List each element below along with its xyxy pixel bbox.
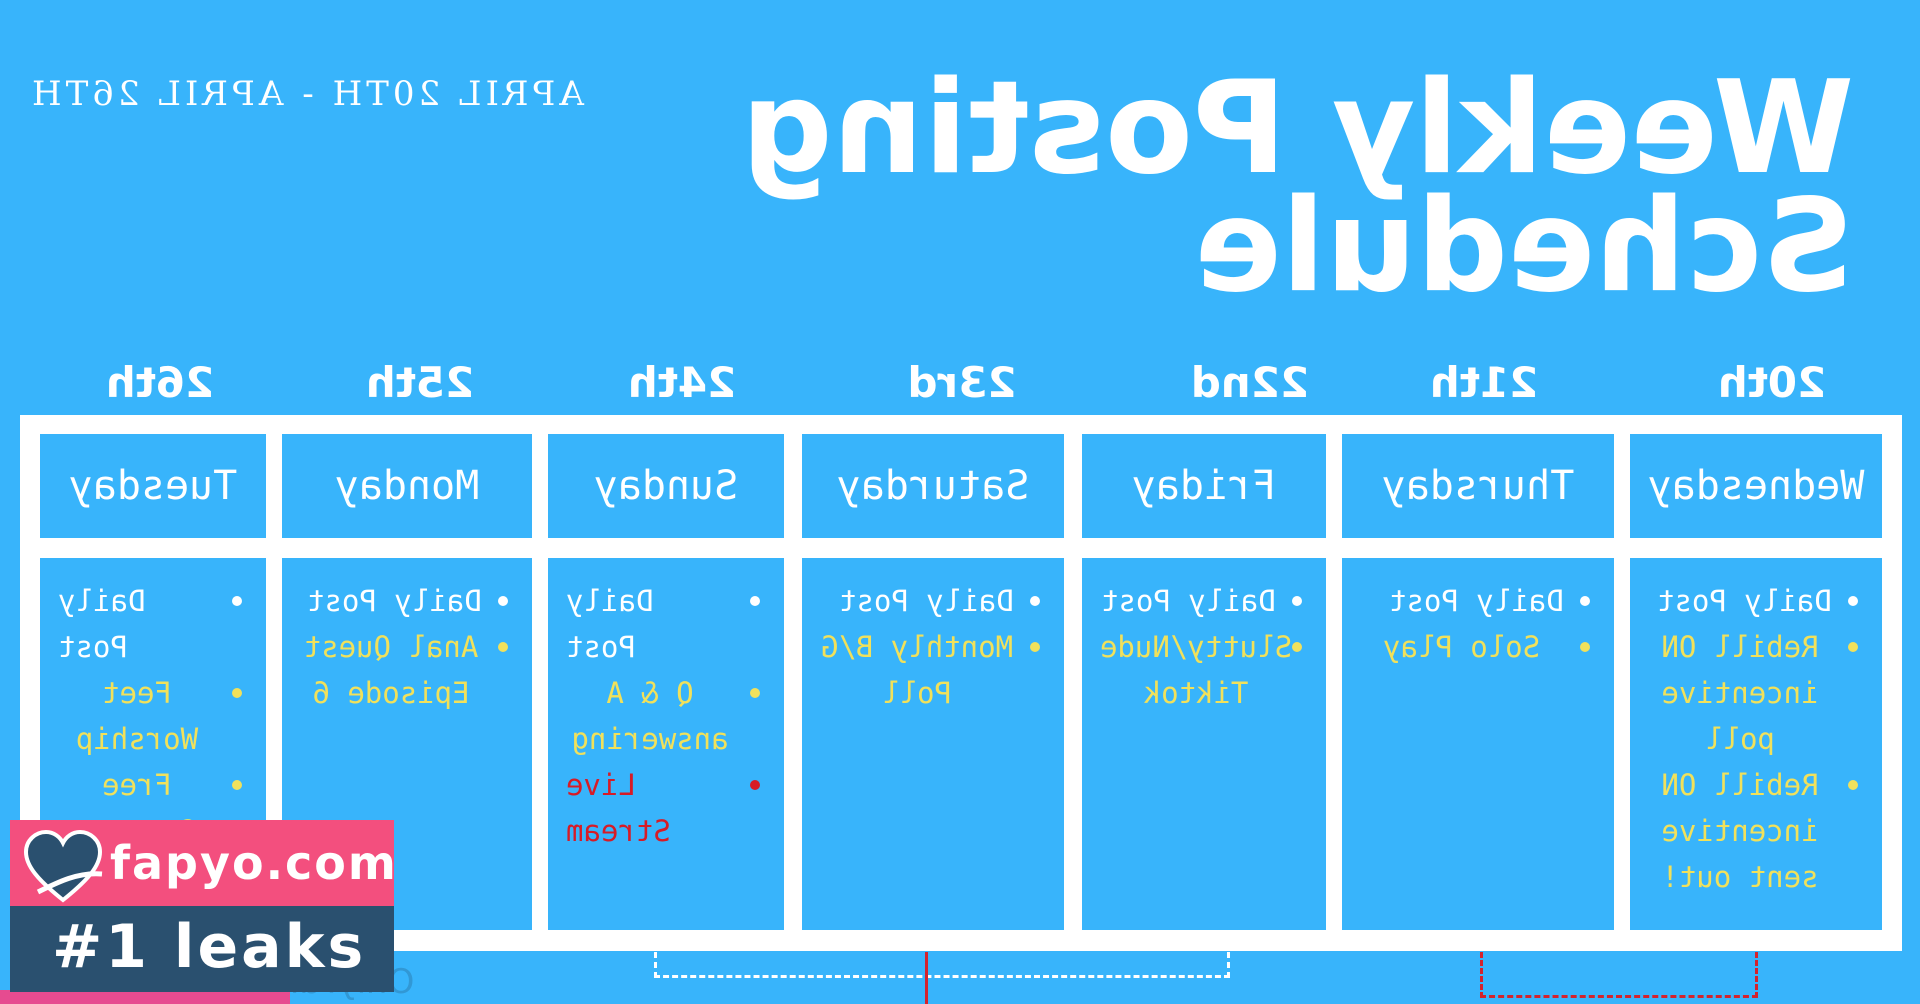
date-friday: 22nd	[1190, 358, 1310, 407]
post-item: Daily Post	[566, 578, 760, 670]
post-item-text: Rebill ON incentive sent out!	[1661, 768, 1819, 894]
post-list: Daily Post Monthly B/G Poll	[802, 558, 1064, 716]
post-item: Rebill ON incentive poll	[1648, 624, 1858, 762]
post-item-text: Rebill ON incentive poll	[1661, 630, 1819, 756]
post-item-text: Daily Post	[58, 584, 146, 664]
post-item: Slutty/Nude Tiktok	[1100, 624, 1302, 716]
post-item: Daily Post	[1100, 578, 1302, 624]
day-name: Saturday	[836, 463, 1030, 509]
day-header-friday: Friday	[1082, 434, 1326, 538]
post-item-text: Daily Post	[1101, 584, 1276, 618]
day-header-thursday: Thursday	[1342, 434, 1614, 538]
page-title: Weekly Posting Schedule	[741, 54, 1854, 321]
post-item: Free Contest	[58, 762, 242, 854]
post-item-text: Monthly B/G Poll	[820, 630, 1014, 710]
post-item: Daily Post	[1360, 578, 1590, 624]
post-list: Daily Post Slutty/Nude Tiktok	[1082, 558, 1326, 716]
brand-site-name[interactable]: fapyo.com	[110, 836, 398, 890]
day-header-monday: Monday	[282, 434, 532, 538]
dashed-bracket-white	[654, 952, 1230, 978]
day-header-wednesday: Wednesday	[1630, 434, 1882, 538]
post-item-text: Daily Post	[307, 584, 482, 618]
heart-logo-icon	[23, 829, 103, 903]
post-item: Live Stream	[566, 762, 760, 854]
date-saturday: 23rd	[907, 358, 1017, 407]
post-item-text: Daily Post	[566, 584, 654, 664]
day-header-saturday: Saturday	[802, 434, 1064, 538]
post-item: Daily Post	[58, 578, 242, 670]
day-name: Sunday	[593, 463, 739, 509]
date-thursday: 21th	[1429, 358, 1539, 407]
post-item-text: Solo Play	[1383, 630, 1541, 664]
day-name: Wednesday	[1647, 463, 1865, 509]
post-item-text: Daily Post	[1389, 584, 1564, 618]
post-list: Daily Post Solo Play	[1342, 558, 1614, 670]
date-monday: 25th	[365, 358, 475, 407]
day-body-friday: Daily Post Slutty/Nude Tiktok	[1082, 558, 1326, 930]
post-list: Daily Post Anal Quest Episode 6	[282, 558, 532, 716]
day-body-saturday: Daily Post Monthly B/G Poll	[802, 558, 1064, 930]
date-wednesday: 20th	[1717, 358, 1827, 407]
post-item: Daily Post	[1648, 578, 1858, 624]
post-item-text: Slutty/Nude Tiktok	[1100, 630, 1293, 710]
day-body-wednesday: Daily Post Rebill ON incentive poll Rebill…	[1630, 558, 1882, 930]
day-name: Tuesday	[68, 463, 238, 509]
post-item-text: Live Stream	[566, 768, 671, 848]
post-item: Monthly B/G Poll	[820, 624, 1040, 716]
title-line-2: Schedule	[1194, 172, 1854, 321]
day-body-thursday: Daily Post Solo Play	[1342, 558, 1614, 930]
day-name: Friday	[1131, 463, 1277, 509]
date-sunday: 24th	[627, 358, 737, 407]
day-body-sunday: Daily Post Q & A answering Live Stream	[548, 558, 784, 930]
post-item-text: Feet Worship	[75, 676, 199, 756]
post-item-text: Daily Post	[839, 584, 1014, 618]
watermark-strip	[0, 990, 290, 1004]
post-list: Daily Post Q & A answering Live Stream	[548, 558, 784, 854]
post-item: Rebill ON incentive sent out!	[1648, 762, 1858, 900]
post-item: Solo Play	[1360, 624, 1590, 670]
day-header-tuesday: Tuesday	[40, 434, 266, 538]
post-item: Daily Post	[300, 578, 508, 624]
day-name: Monday	[334, 463, 480, 509]
date-tuesday: 26th	[105, 358, 215, 407]
day-header-sunday: Sunday	[548, 434, 784, 538]
red-connector-line	[925, 952, 928, 1004]
post-list: Daily Post Rebill ON incentive poll Rebill…	[1630, 558, 1882, 900]
date-range-subtitle: APRIL 20TH - APRIL 26TH	[28, 74, 584, 114]
post-item-text: Anal Quest Episode 6	[303, 630, 479, 710]
post-item-text: Q & A answering	[571, 676, 729, 756]
post-item: Anal Quest Episode 6	[300, 624, 508, 716]
day-name: Thursday	[1381, 463, 1575, 509]
brand-tagline: #1 leaks	[52, 912, 367, 982]
title-line-1: Weekly Posting	[741, 54, 1854, 203]
post-item-text: Daily Post	[1657, 584, 1832, 618]
post-item: Daily Post	[820, 578, 1040, 624]
post-item: Q & A answering	[566, 670, 760, 762]
post-item: Feet Worship	[58, 670, 242, 762]
dashed-bracket-red	[1480, 952, 1758, 998]
brand-badge-bottom	[10, 906, 394, 992]
